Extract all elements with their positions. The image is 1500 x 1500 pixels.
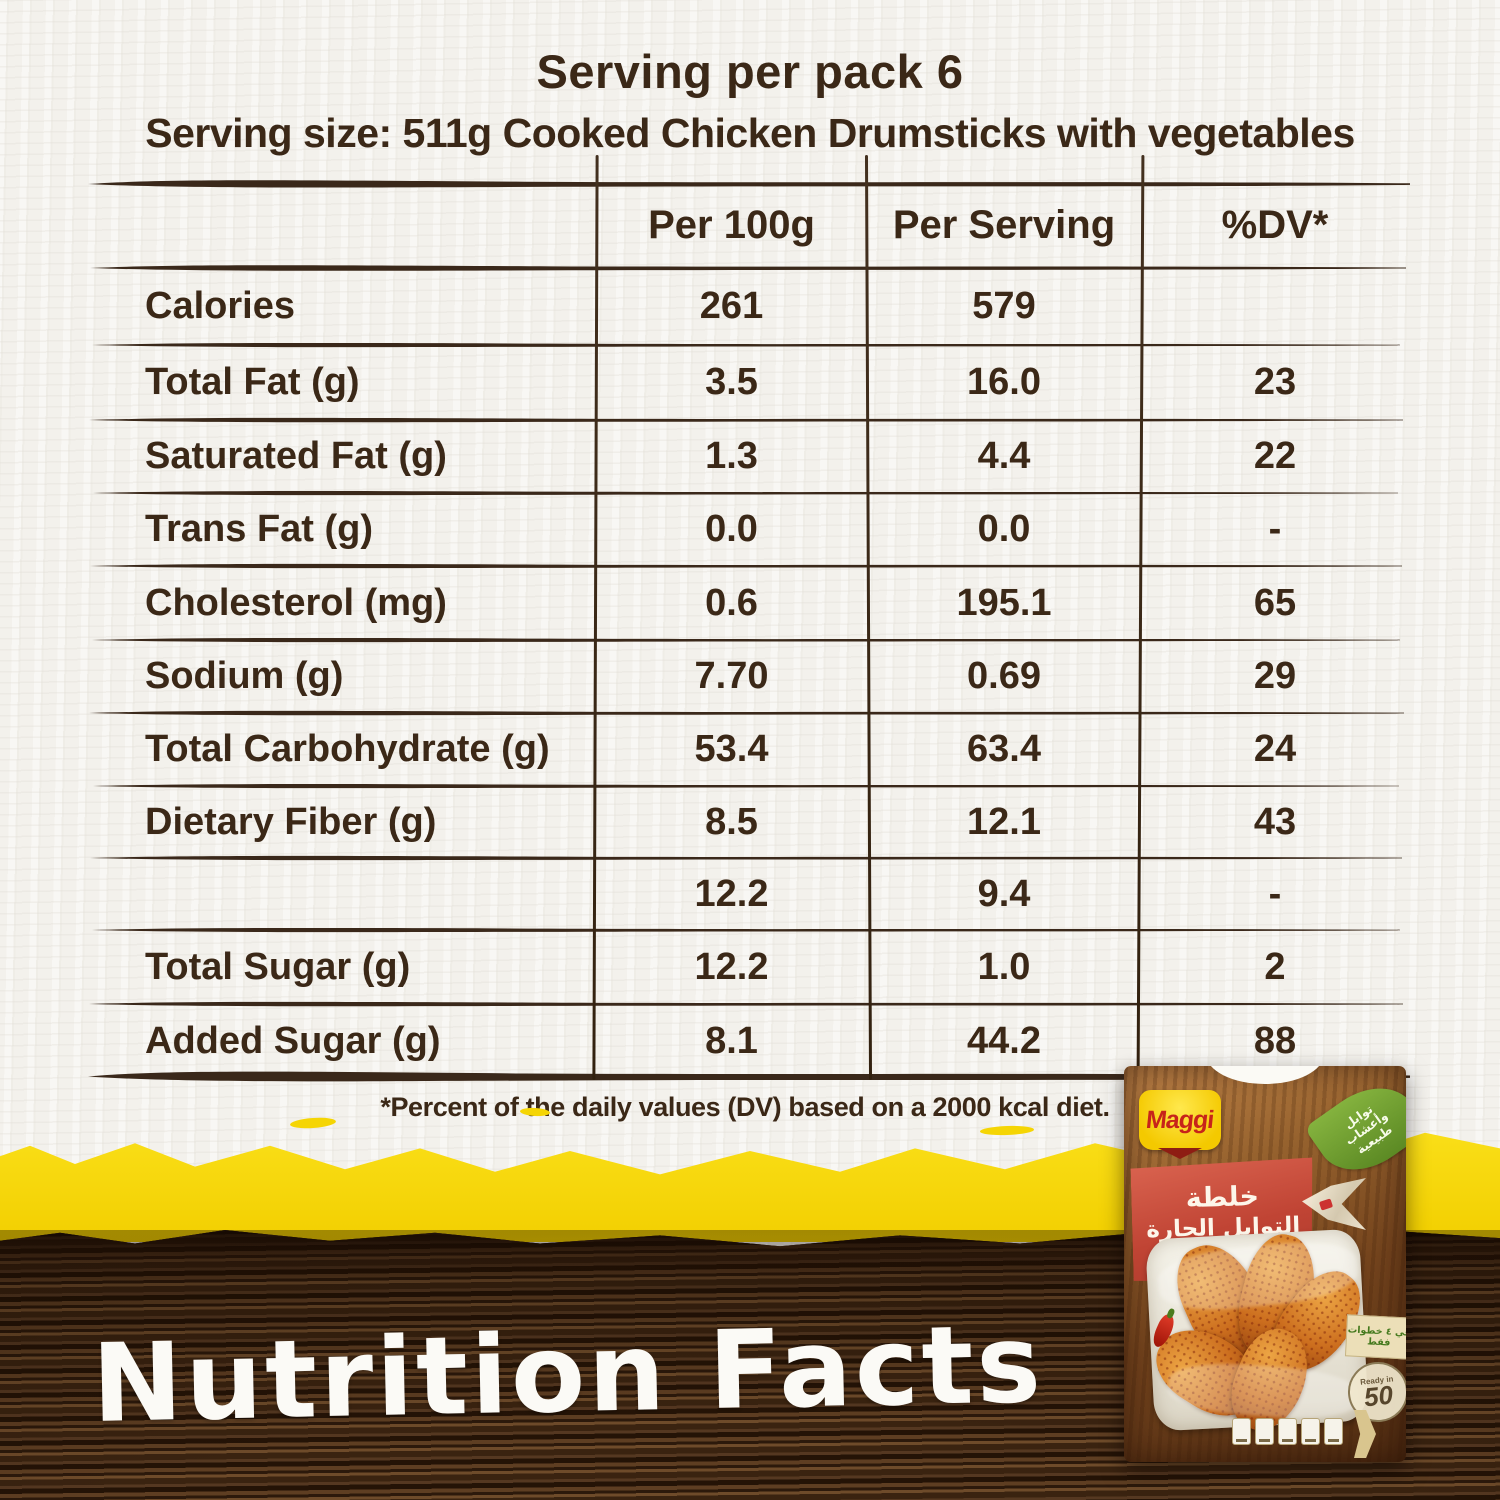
table-row-total-fat: Total Fat (g) 3.5 16.0 23 [90, 345, 1410, 419]
gda-icon [1232, 1418, 1251, 1445]
cell-per-serving: 16.0 [967, 360, 1041, 403]
cell-per-100g: 0.0 [705, 507, 758, 550]
page-title: Serving per pack 6 [536, 45, 964, 98]
ready-in-value: 50 [1362, 1379, 1395, 1413]
cell-per-100g: 3.5 [705, 360, 758, 403]
table-row-saturated-fat: Saturated Fat (g) 1.3 4.4 22 [90, 419, 1410, 493]
row-label: Trans Fat (g) [145, 507, 374, 550]
cell-per-serving: 0.69 [967, 654, 1041, 697]
cell-per-serving: 0.0 [977, 507, 1031, 550]
cell-per-100g: 261 [699, 284, 764, 327]
cell-dv: 23 [1253, 360, 1297, 403]
cell-per-serving: 12.1 [967, 800, 1041, 843]
cell-per-serving: 195.1 [956, 581, 1052, 624]
column-header-per-serving: Per Serving [892, 202, 1116, 247]
cell-per-100g: 12.2 [694, 945, 769, 988]
cell-per-100g: 0.6 [705, 581, 758, 624]
cell-dv: 29 [1253, 654, 1297, 697]
column-header-dv: %DV* [1221, 202, 1329, 247]
row-label: Dietary Fiber (g) [145, 800, 437, 843]
row-label: Saturated Fat (g) [145, 434, 447, 477]
hang-tab [1206, 1066, 1324, 1084]
table-row-trans-fat: Trans Fat (g) 0.0 0.0 - [90, 492, 1410, 566]
cell-dv: 24 [1253, 727, 1297, 770]
cell-per-100g: 12.2 [694, 872, 769, 915]
cell-per-100g: 8.5 [705, 800, 758, 843]
steps-arrow-icon [1354, 1410, 1376, 1458]
product-title-arabic: خلطة [1185, 1180, 1260, 1215]
gda-icon [1324, 1418, 1343, 1445]
gda-icon [1301, 1418, 1320, 1445]
cell-dv: 2 [1264, 945, 1286, 988]
cell-dv: - [1268, 507, 1282, 550]
cell-dv: 22 [1253, 434, 1297, 477]
table-row-total-sugar: Total Sugar (g) 12.2 1.0 2 [90, 930, 1410, 1004]
row-label: Total Sugar (g) [145, 945, 411, 988]
cell-per-serving: 9.4 [977, 872, 1031, 915]
cell-per-serving: 63.4 [967, 727, 1041, 770]
nutrition-facts-caption: Nutrition Facts [90, 1302, 1045, 1447]
cell-per-100g: 8.1 [705, 1019, 758, 1062]
gda-icons-row [1232, 1418, 1343, 1445]
table-row-calories: Calories 261 579 [90, 269, 1410, 343]
row-label: Total Fat (g) [145, 360, 360, 403]
cell-per-serving: 579 [972, 284, 1036, 327]
table-row-cholesterol: Cholesterol (mg) 0.6 195.1 65 [90, 566, 1410, 640]
table-header-row: Per 100g Per Serving %DV* [90, 188, 1410, 262]
brand-name: Maggi [1144, 1105, 1216, 1134]
table-row-dietary-fiber: Dietary Fiber (g) 8.5 12.1 43 [90, 785, 1410, 859]
cell-per-serving: 44.2 [967, 1019, 1041, 1062]
cell-per-100g: 7.70 [694, 654, 769, 697]
tag-text: فقط [1366, 1336, 1391, 1349]
table-row-unlabeled: 12.2 9.4 - [90, 857, 1410, 931]
dv-footnote: *Percent of the daily values (DV) based … [380, 1092, 1110, 1122]
four-steps-tag: في ٤ خطوات فقط [1344, 1314, 1406, 1360]
cell-dv: - [1268, 872, 1282, 915]
table-row-sodium: Sodium (g) 7.70 0.69 29 [90, 639, 1410, 713]
row-label: Calories [145, 284, 295, 327]
row-label: Total Carbohydrate (g) [145, 727, 550, 770]
cell-dv: 88 [1253, 1019, 1297, 1062]
cell-per-serving: 1.0 [977, 945, 1031, 988]
serving-size-subtitle: Serving size: 511g Cooked Chicken Drumst… [145, 110, 1355, 156]
cell-per-100g: 1.3 [705, 434, 758, 477]
table-row-total-carbohydrate: Total Carbohydrate (g) 53.4 63.4 24 [90, 712, 1410, 786]
row-label: Sodium (g) [145, 654, 344, 697]
table-row-added-sugar: Added Sugar (g) 8.1 44.2 88 [90, 1004, 1410, 1078]
gda-icon [1278, 1418, 1297, 1445]
product-packet: توابل وأعشاب طبيعية Maggi خلطة التوابل ا… [1124, 1066, 1406, 1462]
row-label: Added Sugar (g) [145, 1019, 441, 1062]
cell-per-100g: 53.4 [694, 727, 769, 770]
column-header-per-100g: Per 100g [648, 202, 815, 247]
cell-dv: 65 [1253, 581, 1297, 624]
cell-dv: 43 [1253, 800, 1297, 843]
gda-icon [1255, 1418, 1274, 1445]
cell-per-serving: 4.4 [977, 434, 1031, 477]
row-label: Cholesterol (mg) [145, 581, 447, 624]
natural-spices-ribbon: توابل وأعشاب طبيعية [1304, 1069, 1406, 1189]
maggi-logo: Maggi [1139, 1090, 1221, 1150]
